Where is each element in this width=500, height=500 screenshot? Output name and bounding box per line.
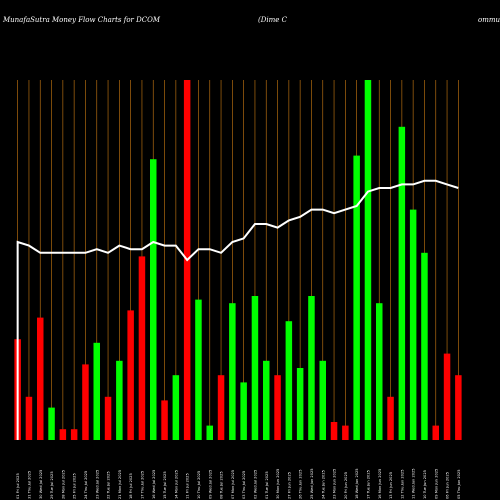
bar [319, 360, 326, 440]
bar [398, 126, 406, 441]
bar [455, 375, 462, 440]
x-tick-label: 16 Wed Jul 2025 [152, 470, 156, 499]
bar [150, 159, 157, 440]
bar [353, 155, 360, 440]
x-tick-label: 13 Fri Jun 2025 [389, 472, 393, 499]
bar [138, 256, 146, 440]
x-tick-label: 18 Wed Jun 2025 [355, 468, 359, 499]
chart-title: MunafaSutra Money Flow Charts for DCOM [2, 16, 161, 24]
x-tick-label: 07 Mon Jul 2025 [231, 470, 235, 499]
bar [285, 321, 293, 440]
x-tick-label: 09 Wed Jul 2025 [208, 470, 212, 499]
bar [421, 252, 428, 440]
x-tick-label: 14 Mon Jul 2025 [174, 470, 178, 499]
bar [82, 364, 89, 440]
x-tick-label: 06 Fri Jun 2025 [446, 472, 450, 499]
bar [161, 400, 168, 440]
bar [342, 425, 349, 440]
x-tick-label: 28 Mon Jul 2025 [61, 470, 65, 499]
x-tick-label: 16 Mon Jun 2025 [378, 469, 382, 499]
x-tick-label: 10 Tue Jun 2025 [423, 470, 427, 499]
x-tick-label: 29 Tue Jul 2025 [50, 471, 54, 499]
x-tick-label: 17 Tue Jun 2025 [366, 470, 370, 499]
x-tick-label: 27 Fri Jun 2025 [287, 472, 291, 499]
x-tick-label: 23 Wed Jul 2025 [95, 470, 99, 499]
x-tick-label: 08 Tue Jul 2025 [220, 471, 224, 499]
x-tick-label: 25 Wed Jun 2025 [310, 468, 314, 499]
bar [308, 296, 315, 440]
x-tick-label: 05 Thu Jun 2025 [457, 469, 461, 499]
x-tick-label: 11 Wed Jun 2025 [412, 468, 416, 499]
bar [376, 303, 383, 440]
bar [172, 375, 180, 440]
chart-subtitle: (Dime C [258, 16, 288, 24]
bar [240, 382, 247, 440]
bar [116, 360, 123, 440]
bar [37, 317, 44, 440]
x-tick-label: 30 Wed Jul 2025 [39, 470, 43, 499]
x-tick-label: 09 Mon Jun 2025 [434, 469, 438, 499]
bar [195, 299, 202, 440]
bar [409, 209, 417, 440]
x-tick-label: 11 Fri Jul 2025 [186, 473, 190, 499]
x-tick-label: 30 Mon Jun 2025 [276, 469, 280, 499]
x-tick-label: 03 Thu Jul 2025 [242, 471, 246, 499]
bar [443, 353, 451, 440]
x-tick-label: 17 Thu Jul 2025 [140, 471, 144, 499]
x-tick-label: 01 Tue Jul 2025 [265, 471, 269, 499]
x-tick-label: 20 Fri Jun 2025 [344, 472, 348, 499]
bar [296, 368, 304, 440]
x-tick-label: 12 Thu Jun 2025 [400, 469, 404, 499]
x-tick-label: 23 Mon Jun 2025 [333, 469, 337, 499]
x-tick-labels: 01 Fri Jul 2025 31 Thu Jul 2025 30 Wed Jul… [16, 468, 461, 499]
bar [70, 429, 78, 440]
x-tick-label: 02 Wed Jul 2025 [253, 470, 257, 499]
x-tick-label: 22 Tue Jul 2025 [107, 471, 111, 499]
bar [251, 296, 259, 440]
bar [104, 396, 112, 440]
bar [25, 396, 33, 440]
bar [274, 375, 281, 440]
x-tick-label: 26 Thu Jun 2025 [299, 469, 303, 499]
money-flow-line [16, 179, 459, 440]
bar [217, 375, 225, 440]
bar [229, 303, 236, 440]
bar [48, 407, 55, 440]
bar [127, 310, 134, 440]
bar [59, 429, 67, 440]
x-tick-label: 10 Thu Jul 2025 [197, 471, 201, 499]
x-tick-label: 21 Mon Jul 2025 [118, 470, 122, 499]
bar [263, 360, 270, 440]
x-tick-label: 01 Fri Jul 2025 [16, 473, 20, 499]
x-tick-label: 18 Fri Jul 2025 [129, 473, 133, 499]
bar [387, 396, 394, 440]
bar [330, 422, 338, 440]
x-tick-label: 31 Thu Jul 2025 [27, 471, 31, 499]
bar [364, 80, 372, 440]
bar [93, 342, 100, 440]
x-tick-label: 25 Fri Jul 2025 [73, 473, 77, 499]
x-tick-label: 24 Tue Jun 2025 [321, 470, 325, 499]
bar [206, 425, 213, 440]
chart-subtitle-cut: ommu [478, 16, 500, 24]
bar [432, 425, 439, 440]
x-tick-label: 15 Tue Jul 2025 [163, 471, 167, 499]
x-tick-label: 24 Thu Jul 2025 [84, 471, 88, 499]
